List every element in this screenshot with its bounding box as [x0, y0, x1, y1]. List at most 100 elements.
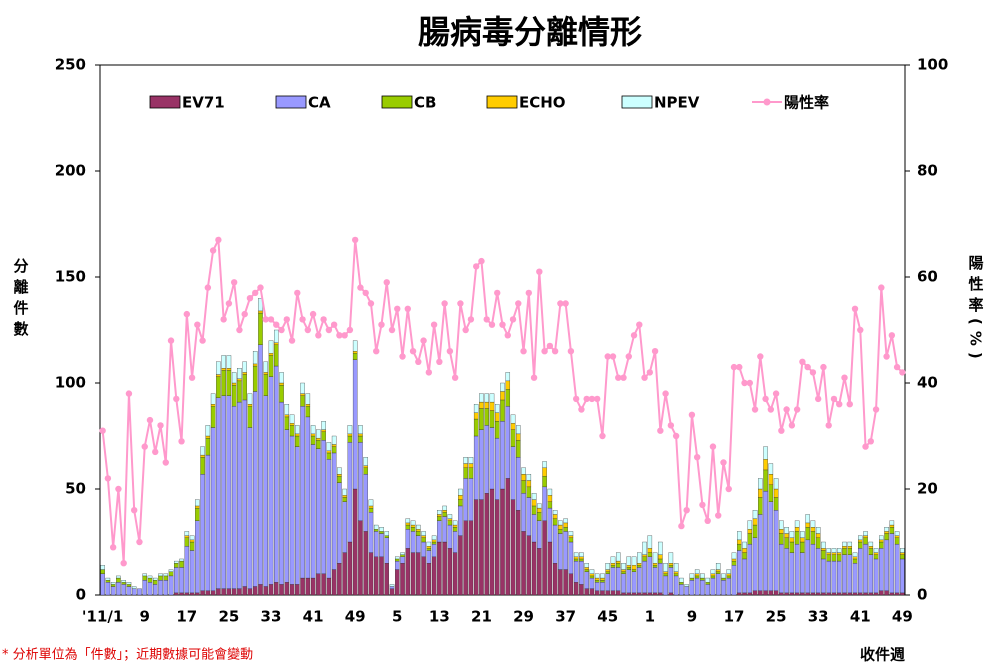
x-tick-label: 9 — [140, 608, 150, 626]
bar-segment — [331, 452, 337, 570]
bar-segment — [836, 592, 842, 596]
bar-segment — [516, 510, 521, 596]
bar-segment — [610, 563, 616, 566]
bar-segment — [821, 548, 826, 551]
line-point — [241, 310, 248, 318]
bar-segment — [179, 592, 184, 596]
line-point — [693, 454, 701, 461]
bar-segment — [637, 552, 642, 564]
bar-segment — [326, 452, 332, 460]
bar-segment — [479, 393, 484, 403]
line-point — [252, 289, 259, 297]
bar-segment — [594, 580, 600, 583]
bar-segment — [516, 425, 521, 435]
bar-segment — [747, 520, 753, 530]
line-point — [888, 332, 896, 339]
bar-segment — [789, 537, 795, 543]
bar-segment — [395, 560, 400, 570]
bar-segment — [326, 577, 332, 596]
line-point — [578, 406, 585, 413]
bar-segment — [421, 541, 426, 557]
legend-label: CA — [308, 94, 331, 112]
bar-segment — [289, 584, 295, 596]
bar-segment — [779, 533, 784, 545]
bar-segment — [252, 351, 258, 365]
line-point — [793, 406, 801, 413]
bar-segment — [510, 429, 516, 447]
bar-segment — [689, 573, 695, 579]
bar-segment — [563, 518, 568, 524]
line-point — [625, 353, 632, 360]
bar-segment — [158, 580, 163, 596]
bar-segment — [694, 575, 700, 579]
bar-segment — [426, 546, 432, 549]
bar-segment — [516, 440, 521, 458]
bar-segment — [163, 573, 169, 577]
line-point — [641, 374, 648, 381]
bar-segment — [889, 524, 895, 528]
bar-segment — [274, 344, 279, 367]
bar-segment — [731, 552, 737, 560]
bar-segment — [752, 590, 758, 596]
bar-segment — [858, 535, 863, 541]
bar-segment — [247, 404, 253, 407]
line-point — [157, 422, 164, 429]
bar-segment — [368, 512, 374, 553]
bar-segment — [342, 488, 347, 496]
bar-segment — [558, 533, 563, 570]
x-tick-label: 45 — [597, 608, 618, 626]
line-point — [762, 395, 769, 403]
bar-segment — [116, 577, 121, 583]
bar-segment — [300, 382, 305, 394]
bar-segment — [321, 429, 326, 432]
line-point — [373, 348, 380, 355]
bar-segment — [673, 563, 679, 572]
bar-segment — [516, 433, 521, 441]
bar-segment — [615, 563, 621, 568]
line-point — [467, 316, 475, 323]
bar-segment — [458, 505, 463, 536]
bar-segment — [805, 539, 810, 594]
line-point — [367, 300, 375, 307]
line-point — [383, 279, 390, 286]
line-point — [388, 326, 396, 334]
bar-segment — [347, 433, 353, 437]
bar-segment — [847, 541, 853, 547]
line-point — [715, 512, 722, 519]
x-tick-label: 33 — [808, 608, 829, 626]
bar-segment — [468, 463, 474, 468]
bar-segment — [279, 372, 284, 384]
bar-segment — [316, 440, 321, 449]
bar-segment — [784, 548, 789, 594]
x-tick-label: 13 — [429, 608, 450, 626]
bar-segment — [637, 567, 642, 594]
line-point — [209, 247, 217, 254]
line-point — [646, 369, 654, 376]
bar-segment — [410, 552, 416, 596]
bar-segment — [368, 499, 374, 507]
line-point — [299, 316, 306, 323]
bar-segment — [105, 582, 111, 596]
bar-segment — [300, 393, 305, 396]
bar-segment — [752, 510, 758, 519]
bar-segment — [589, 577, 595, 589]
bar-segment — [331, 435, 337, 445]
line-point — [788, 422, 796, 429]
bar-segment — [410, 520, 416, 526]
bar-segment — [768, 474, 774, 485]
bar-segment — [626, 569, 632, 594]
bar-segment — [579, 556, 584, 560]
bar-segment — [737, 543, 742, 551]
line-point — [425, 369, 433, 376]
bar-segment — [831, 548, 837, 553]
line-point — [325, 326, 333, 334]
line-point — [530, 374, 538, 381]
bar-segment — [763, 490, 768, 591]
line-point — [883, 353, 890, 360]
bar-segment — [742, 552, 747, 560]
bar-segment — [205, 437, 211, 456]
bar-segment — [368, 507, 374, 513]
bar-segment — [395, 569, 400, 596]
bar-segment — [842, 541, 847, 547]
bar-segment — [658, 592, 663, 596]
